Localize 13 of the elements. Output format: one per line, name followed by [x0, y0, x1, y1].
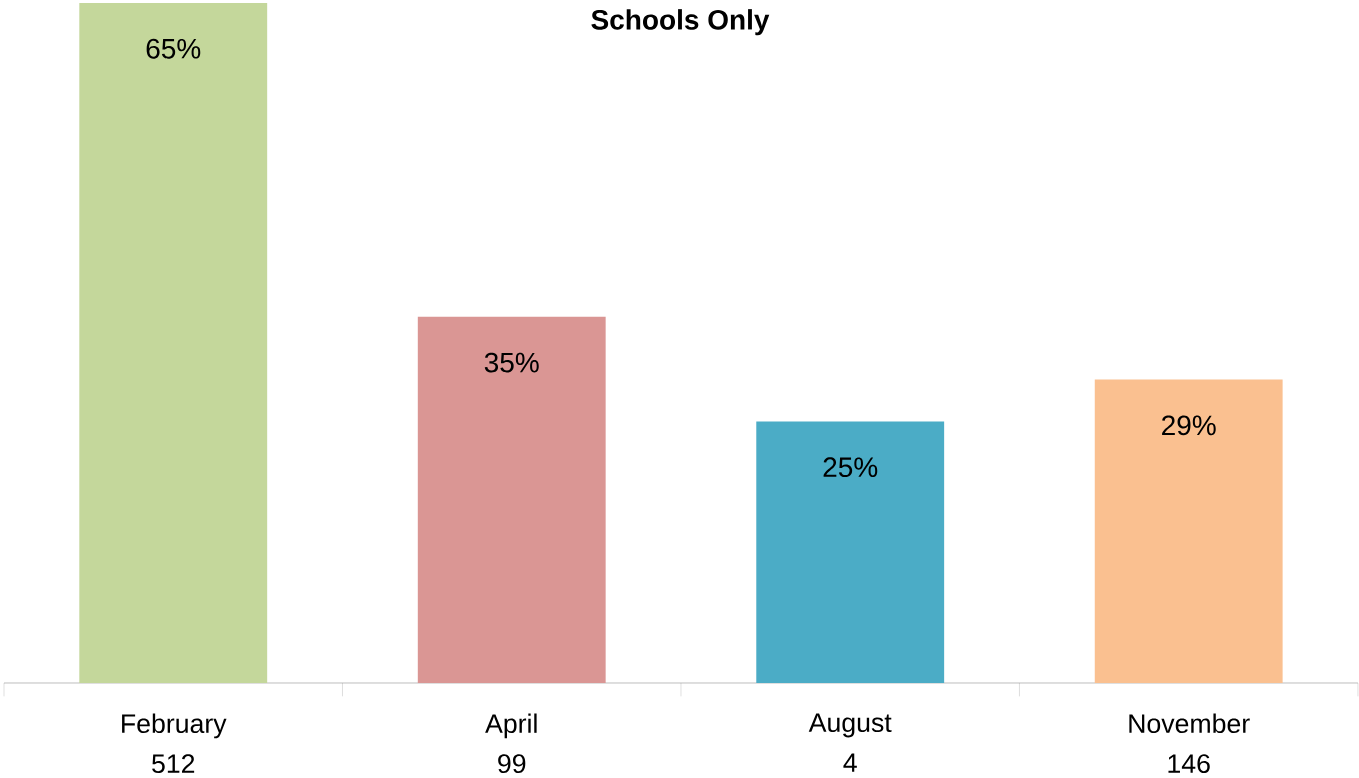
data-label: 65%: [146, 38, 201, 59]
bar: [417, 316, 606, 683]
data-label: 35%: [484, 352, 539, 373]
chart-title: Schools Only: [591, 9, 770, 36]
x-tick-label: February 512: [122, 713, 227, 774]
data-label: 29%: [1162, 415, 1216, 436]
bar: [1094, 379, 1283, 683]
x-tick-label: August 4: [808, 713, 892, 772]
data-label: 25%: [823, 457, 878, 478]
x-tick-label: April 99: [485, 713, 537, 774]
bar: [79, 3, 268, 683]
x-tick-label: November 146: [1129, 713, 1250, 774]
bar: [756, 421, 945, 683]
